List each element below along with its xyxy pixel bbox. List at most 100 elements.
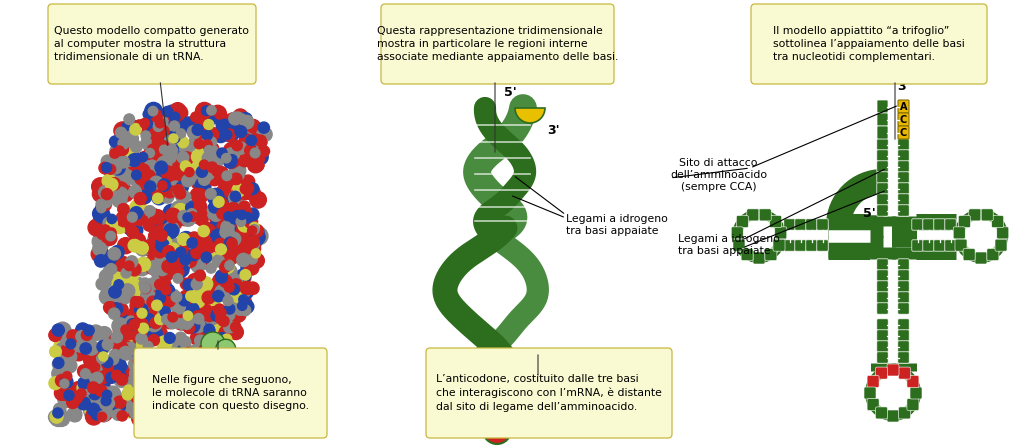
Circle shape xyxy=(178,318,190,331)
Circle shape xyxy=(174,337,190,354)
Circle shape xyxy=(231,281,245,294)
FancyBboxPatch shape xyxy=(877,292,888,303)
Circle shape xyxy=(215,284,233,301)
Circle shape xyxy=(182,293,197,308)
Circle shape xyxy=(94,254,108,267)
FancyBboxPatch shape xyxy=(877,330,888,341)
Circle shape xyxy=(203,353,214,364)
FancyBboxPatch shape xyxy=(887,364,899,376)
Circle shape xyxy=(204,120,214,129)
FancyBboxPatch shape xyxy=(898,183,909,194)
Circle shape xyxy=(217,332,227,343)
Circle shape xyxy=(49,377,61,390)
Circle shape xyxy=(245,215,258,228)
FancyBboxPatch shape xyxy=(911,219,924,230)
FancyBboxPatch shape xyxy=(910,387,922,399)
Text: 5': 5' xyxy=(504,86,516,99)
Circle shape xyxy=(110,349,120,360)
Circle shape xyxy=(238,183,253,198)
Circle shape xyxy=(241,184,251,194)
Circle shape xyxy=(111,160,125,175)
Circle shape xyxy=(157,336,172,351)
Circle shape xyxy=(101,396,111,406)
Circle shape xyxy=(144,181,156,192)
Circle shape xyxy=(217,148,227,158)
FancyBboxPatch shape xyxy=(877,113,888,126)
Circle shape xyxy=(128,263,141,276)
Circle shape xyxy=(145,148,155,158)
Text: C: C xyxy=(900,115,907,125)
Circle shape xyxy=(129,357,143,371)
Circle shape xyxy=(94,207,110,223)
Circle shape xyxy=(80,343,91,354)
Circle shape xyxy=(103,302,115,313)
Circle shape xyxy=(142,241,157,256)
Circle shape xyxy=(118,336,135,353)
Circle shape xyxy=(151,387,168,405)
Circle shape xyxy=(92,376,110,394)
FancyBboxPatch shape xyxy=(898,161,909,172)
Circle shape xyxy=(153,359,162,369)
Circle shape xyxy=(160,333,177,351)
Circle shape xyxy=(112,272,127,288)
Circle shape xyxy=(52,358,63,370)
Circle shape xyxy=(102,339,113,350)
Circle shape xyxy=(109,158,125,174)
Circle shape xyxy=(223,180,241,197)
Circle shape xyxy=(97,230,106,239)
Circle shape xyxy=(133,304,150,320)
Circle shape xyxy=(83,347,99,364)
Circle shape xyxy=(86,409,102,425)
FancyBboxPatch shape xyxy=(923,240,934,251)
Circle shape xyxy=(178,211,194,226)
FancyBboxPatch shape xyxy=(746,209,759,221)
Circle shape xyxy=(177,151,191,164)
FancyBboxPatch shape xyxy=(907,375,919,388)
Circle shape xyxy=(198,230,215,248)
Circle shape xyxy=(117,185,134,202)
Circle shape xyxy=(251,225,264,239)
Circle shape xyxy=(142,117,158,133)
Circle shape xyxy=(54,322,71,339)
Circle shape xyxy=(194,194,205,206)
Circle shape xyxy=(157,114,173,129)
Circle shape xyxy=(126,256,137,267)
Circle shape xyxy=(134,407,152,425)
Circle shape xyxy=(127,226,138,238)
Circle shape xyxy=(85,371,98,384)
Circle shape xyxy=(143,109,153,119)
Circle shape xyxy=(109,248,121,260)
FancyBboxPatch shape xyxy=(981,209,993,221)
Circle shape xyxy=(209,208,226,224)
Circle shape xyxy=(81,379,96,395)
Circle shape xyxy=(61,349,77,364)
Circle shape xyxy=(203,140,212,150)
Circle shape xyxy=(242,302,253,313)
Circle shape xyxy=(201,252,218,270)
Circle shape xyxy=(162,111,177,127)
Circle shape xyxy=(223,321,236,333)
Circle shape xyxy=(247,120,260,133)
Text: Legami a idrogeno
tra basi appaiate: Legami a idrogeno tra basi appaiate xyxy=(678,234,780,256)
Circle shape xyxy=(151,324,167,340)
Circle shape xyxy=(143,160,160,177)
Circle shape xyxy=(162,222,179,239)
Circle shape xyxy=(67,396,79,409)
Circle shape xyxy=(179,290,194,304)
Circle shape xyxy=(163,315,176,329)
Circle shape xyxy=(221,334,231,345)
Circle shape xyxy=(93,379,110,395)
Circle shape xyxy=(81,394,95,409)
Circle shape xyxy=(61,358,77,373)
Circle shape xyxy=(118,138,129,149)
Circle shape xyxy=(222,122,239,138)
Circle shape xyxy=(119,398,132,413)
Circle shape xyxy=(240,305,251,316)
Circle shape xyxy=(91,386,105,400)
Circle shape xyxy=(143,219,156,231)
Circle shape xyxy=(121,400,138,418)
Circle shape xyxy=(101,251,117,267)
Circle shape xyxy=(199,317,215,333)
Circle shape xyxy=(108,296,124,312)
Circle shape xyxy=(109,396,123,410)
